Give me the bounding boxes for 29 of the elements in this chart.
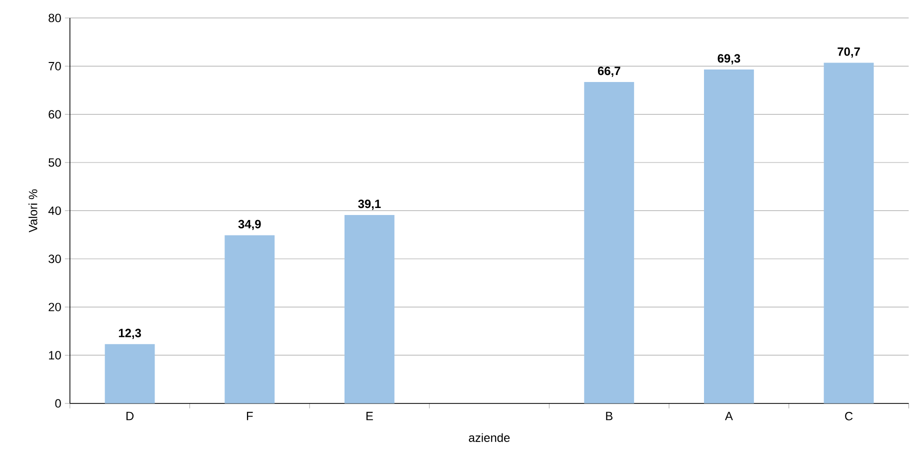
y-tick-label: 70 bbox=[48, 62, 61, 70]
y-tick-label: 50 bbox=[48, 158, 61, 167]
data-label: 66,7 bbox=[598, 66, 620, 77]
bar bbox=[344, 214, 394, 404]
data-label: 70,7 bbox=[838, 47, 860, 58]
bar bbox=[224, 235, 275, 404]
data-label: 34,9 bbox=[238, 220, 261, 230]
x-tick-label: E bbox=[366, 412, 373, 420]
y-tick-label: 80 bbox=[48, 14, 61, 22]
bar bbox=[584, 82, 634, 404]
x-tick-label: B bbox=[606, 412, 612, 420]
x-tick-label: D bbox=[126, 412, 134, 420]
bar bbox=[704, 69, 754, 404]
y-axis-title: Valori % bbox=[28, 189, 38, 232]
data-label: 12,3 bbox=[118, 328, 141, 339]
y-tick-label: 40 bbox=[48, 206, 61, 215]
x-tick-label: F bbox=[246, 412, 253, 420]
y-tick-label: 20 bbox=[48, 302, 61, 312]
bar bbox=[104, 344, 155, 404]
data-label: 39,1 bbox=[358, 199, 381, 210]
x-tick-label: A bbox=[724, 412, 733, 420]
y-tick-label: 30 bbox=[48, 254, 61, 263]
y-tick-label: 10 bbox=[49, 350, 61, 360]
y-tick-label: 60 bbox=[48, 110, 61, 118]
x-axis-title: aziende bbox=[468, 433, 510, 442]
y-tick-label: 0 bbox=[55, 399, 61, 408]
data-label: 69,3 bbox=[718, 54, 740, 64]
x-tick-label: C bbox=[845, 412, 853, 420]
bar bbox=[824, 62, 874, 404]
